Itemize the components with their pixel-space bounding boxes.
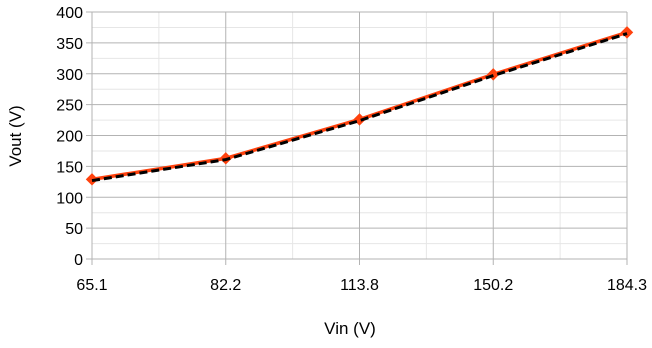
y-tick-label: 150 — [56, 159, 83, 176]
major-gridlines — [91, 11, 628, 260]
y-tick-label: 350 — [56, 36, 83, 53]
y-tick-label: 100 — [56, 190, 83, 207]
dashed-series-line — [91, 32, 628, 183]
x-tick-label: 150.2 — [473, 277, 513, 294]
y-tick-label: 200 — [56, 129, 83, 146]
axes — [86, 11, 628, 265]
y-tick-label: 250 — [56, 98, 83, 115]
x-tick-label: 184.3 — [607, 277, 647, 294]
x-tick-label: 113.8 — [340, 277, 379, 294]
series-layer — [85, 26, 634, 186]
x-tick-label: 65.1 — [76, 277, 107, 294]
x-tick-label: 82.2 — [210, 277, 241, 294]
y-axis-title: Vout (V) — [6, 105, 25, 166]
data-point-marker — [620, 26, 634, 39]
y-tick-label: 300 — [56, 67, 83, 84]
x-axis-title: Vin (V) — [324, 319, 376, 338]
y-tick-label: 0 — [74, 252, 83, 269]
y-tick-labels: 0 50 100 150 200 250 300 350 400 — [56, 5, 83, 269]
y-tick-label: 400 — [56, 5, 83, 22]
y-tick-label: 50 — [65, 221, 83, 238]
x-tick-labels: 65.1 82.2 113.8 150.2 184.3 — [76, 277, 647, 294]
